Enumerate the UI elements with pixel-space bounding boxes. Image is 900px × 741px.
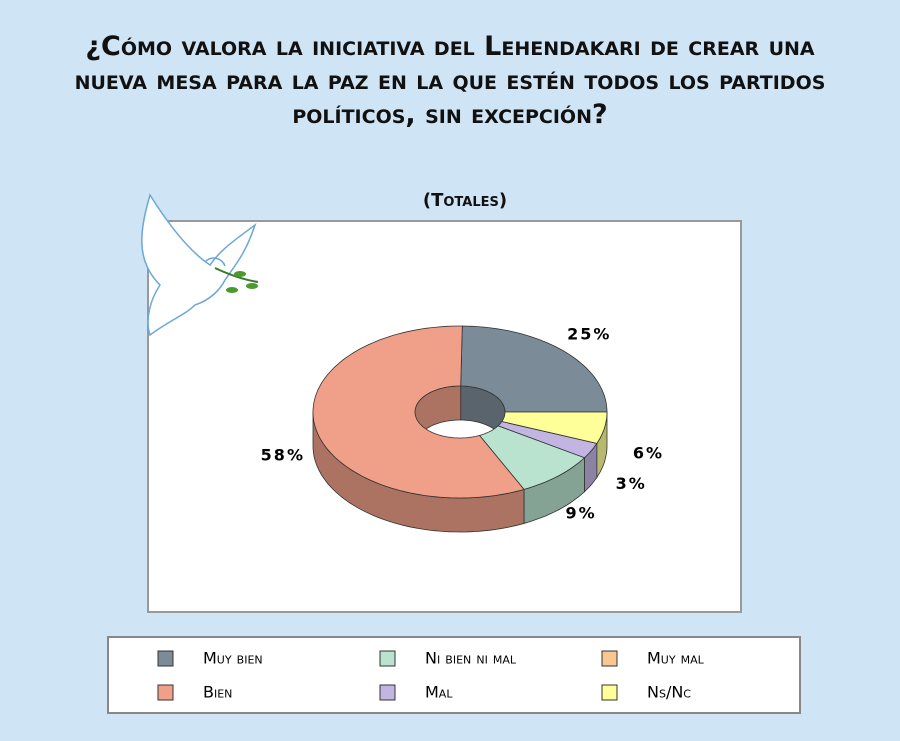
- chart-subtitle: (Totales): [422, 190, 508, 211]
- legend-label: Ns/Nc: [647, 683, 691, 702]
- slice: [497, 421, 598, 459]
- dove: [141, 193, 259, 337]
- data-label: 58%: [261, 446, 305, 465]
- legend-swatch: [379, 650, 396, 667]
- slice: [501, 411, 608, 444]
- slice: [312, 325, 525, 499]
- data-label: 3%: [616, 474, 647, 493]
- pie-tops: [312, 325, 608, 499]
- legend-swatch: [157, 684, 174, 701]
- chart-title: ¿Cómo valora la iniciativa del Lehendaka…: [74, 31, 826, 130]
- legend-swatch: [379, 684, 396, 701]
- legend-label: Ni bien ni mal: [425, 649, 517, 668]
- legend-box: [107, 636, 801, 714]
- legend-label: Mal: [425, 683, 453, 702]
- legend-swatch: [157, 650, 174, 667]
- data-label: 9%: [566, 503, 597, 522]
- legend-swatch: [601, 650, 618, 667]
- slice: [478, 425, 586, 490]
- legend-label: Muy bien: [203, 649, 263, 668]
- data-label: 6%: [633, 443, 664, 462]
- legend-swatch: [601, 684, 618, 701]
- legend-label: Muy mal: [647, 649, 705, 668]
- legend-label: Bien: [203, 683, 232, 702]
- data-label: 25%: [567, 325, 611, 344]
